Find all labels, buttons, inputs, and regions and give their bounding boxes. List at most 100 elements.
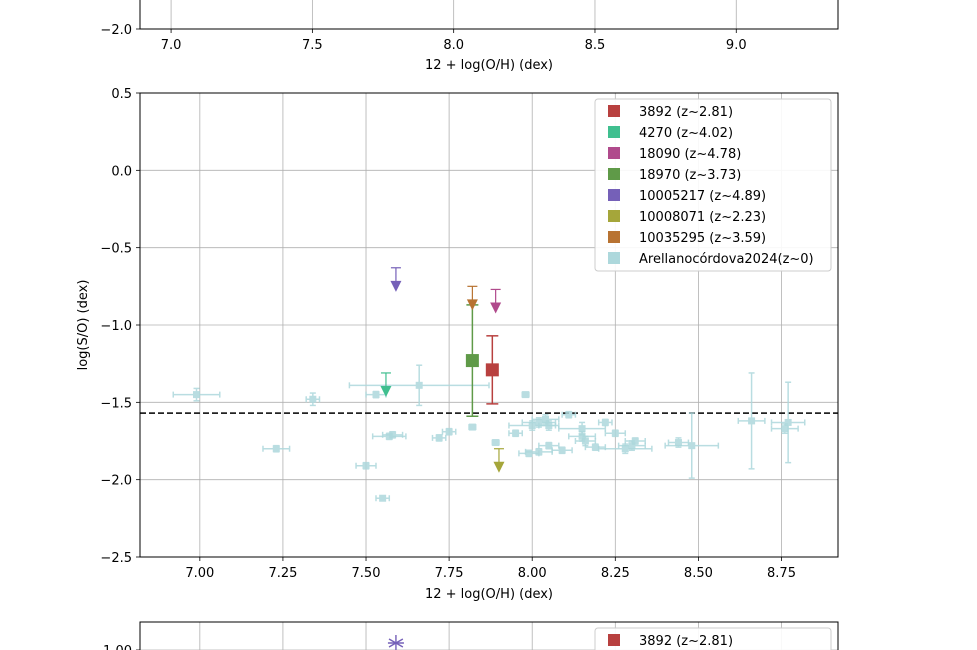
arellano-point xyxy=(468,423,477,431)
arellano-marker xyxy=(528,422,536,430)
upper-limit-arrow xyxy=(466,299,478,311)
arellano-marker xyxy=(272,445,280,453)
middle-y-tick-label: −0.5 xyxy=(100,242,132,257)
legend-frame xyxy=(594,627,832,650)
arellano-point xyxy=(365,390,387,399)
arellano-marker xyxy=(611,429,619,437)
top-y-tick-label: −2.0 xyxy=(100,23,132,38)
legend-label: 18090 (z~4.78) xyxy=(639,147,741,162)
legend-item: 10008071 (z~2.23) xyxy=(608,210,766,225)
legend-swatch xyxy=(608,105,620,117)
arellano-point xyxy=(561,410,577,419)
middle-legend: 3892 (z~2.81) 4270 (z~4.02) 18090 (z~4.78)… xyxy=(594,98,832,272)
legend-item: 3892 (z~2.81) xyxy=(608,105,733,120)
arellano-marker xyxy=(784,418,792,426)
legend-label: Arellanocórdova2024(z~0) xyxy=(639,252,814,267)
arellano-marker xyxy=(578,432,586,440)
arellano-point xyxy=(617,440,646,452)
arellano-marker xyxy=(628,442,636,450)
middle-y-tick-label: 0.5 xyxy=(111,87,132,102)
legend-swatch xyxy=(608,252,620,264)
legend-label: 10035295 (z~3.59) xyxy=(639,231,766,246)
upper-limit-arrow xyxy=(390,280,402,292)
legend-swatch xyxy=(608,189,620,201)
arellano-marker xyxy=(372,391,380,399)
asterisk-marker xyxy=(387,635,404,650)
upper-limit-arrow xyxy=(493,461,505,473)
galaxy-point-18090 xyxy=(490,288,502,314)
arellano-point xyxy=(770,381,806,464)
galaxy-point-4270 xyxy=(380,372,392,398)
top-panel: 7.0 7.5 8.0 8.5 9.0 −2.0 12 + log(O/H) (dex) xyxy=(100,0,839,73)
legend-label: 10005217 (z~4.89) xyxy=(639,189,766,204)
top-x-tick-label: 7.0 xyxy=(161,38,182,53)
arellano-marker xyxy=(688,442,696,450)
arellano-point xyxy=(355,461,377,470)
arellano-marker xyxy=(415,381,423,389)
arellano-point xyxy=(381,430,404,439)
arellano-point xyxy=(508,429,523,438)
arellano-marker xyxy=(362,462,370,470)
legend-label: 18970 (z~3.73) xyxy=(639,168,741,183)
arellano-marker xyxy=(578,425,586,433)
arellano-marker xyxy=(492,439,500,447)
middle-x-tick-label: 8.50 xyxy=(684,566,713,581)
arellano-marker xyxy=(389,431,397,439)
upper-limit-arrow xyxy=(490,302,502,314)
middle-x-tick-label: 7.00 xyxy=(185,566,214,581)
upper-limit-arrow xyxy=(380,386,392,398)
arellano-marker xyxy=(309,395,317,403)
middle-y-axis-label: log(S/O) (dex) xyxy=(76,280,91,371)
arellano-point xyxy=(737,372,766,470)
top-x-axis-label: 12 + log(O/H) (dex) xyxy=(425,58,553,73)
arellano-marker xyxy=(468,423,476,431)
arellano-marker xyxy=(591,443,599,451)
arellano-marker xyxy=(522,391,530,399)
legend-item: Arellanocórdova2024(z~0) xyxy=(608,252,814,267)
top-x-tick-label: 7.5 xyxy=(302,38,323,53)
middle-x-tick-label: 7.50 xyxy=(352,566,381,581)
legend-label: 3892 (z~2.81) xyxy=(639,105,733,120)
arellano-marker xyxy=(545,442,553,450)
arellano-marker xyxy=(621,445,629,453)
middle-x-axis-label: 12 + log(O/H) (dex) xyxy=(425,587,553,602)
arellano-marker xyxy=(781,425,789,433)
arellano-marker xyxy=(674,439,682,447)
galaxy-point-10008071 xyxy=(493,448,505,473)
legend-swatch xyxy=(608,168,620,180)
arellano-marker xyxy=(545,422,553,430)
arellano-point xyxy=(538,441,560,450)
top-x-tick-label: 8.0 xyxy=(443,38,464,53)
arellano-marker xyxy=(558,446,566,454)
galaxy-point-10005217 xyxy=(390,267,402,292)
legend-label: 4270 (z~4.02) xyxy=(639,126,733,141)
legend-item: 3892 (z~2.81) xyxy=(608,634,733,649)
arellano-marker xyxy=(525,449,533,457)
arellano-marker xyxy=(535,418,543,426)
arellano-point xyxy=(538,420,560,431)
legend-swatch xyxy=(608,634,620,646)
legend-item: 18970 (z~3.73) xyxy=(608,168,741,183)
top-x-tick-label: 9.0 xyxy=(726,38,747,53)
arellano-marker xyxy=(631,437,639,445)
arellano-point xyxy=(305,392,321,407)
arellano-point xyxy=(574,435,597,447)
arellano-marker xyxy=(565,411,573,419)
arellano-point xyxy=(604,429,627,438)
arellano-point xyxy=(524,447,553,456)
bottom-panel: 1.00 3892 (z~2.81) xyxy=(103,621,839,650)
middle-y-tick-label: −1.5 xyxy=(100,396,132,411)
arellano-point xyxy=(375,494,391,502)
legend-label: 10008071 (z~2.23) xyxy=(639,210,766,225)
legend-item: 10005217 (z~4.89) xyxy=(608,189,766,204)
arellano-marker xyxy=(193,391,201,399)
middle-panel: 7.00 7.25 7.50 7.75 8.00 8.25 8.50 8.75 0.5 0.0 −0… xyxy=(76,87,839,602)
middle-x-tick-label: 8.25 xyxy=(601,566,630,581)
arellano-point xyxy=(664,412,720,479)
middle-x-tick-label: 7.25 xyxy=(268,566,297,581)
arellano-point xyxy=(531,413,560,425)
arellano-point xyxy=(597,418,613,427)
arellano-marker xyxy=(535,448,543,456)
arellano-point xyxy=(441,427,457,436)
arellano-point xyxy=(348,364,490,407)
